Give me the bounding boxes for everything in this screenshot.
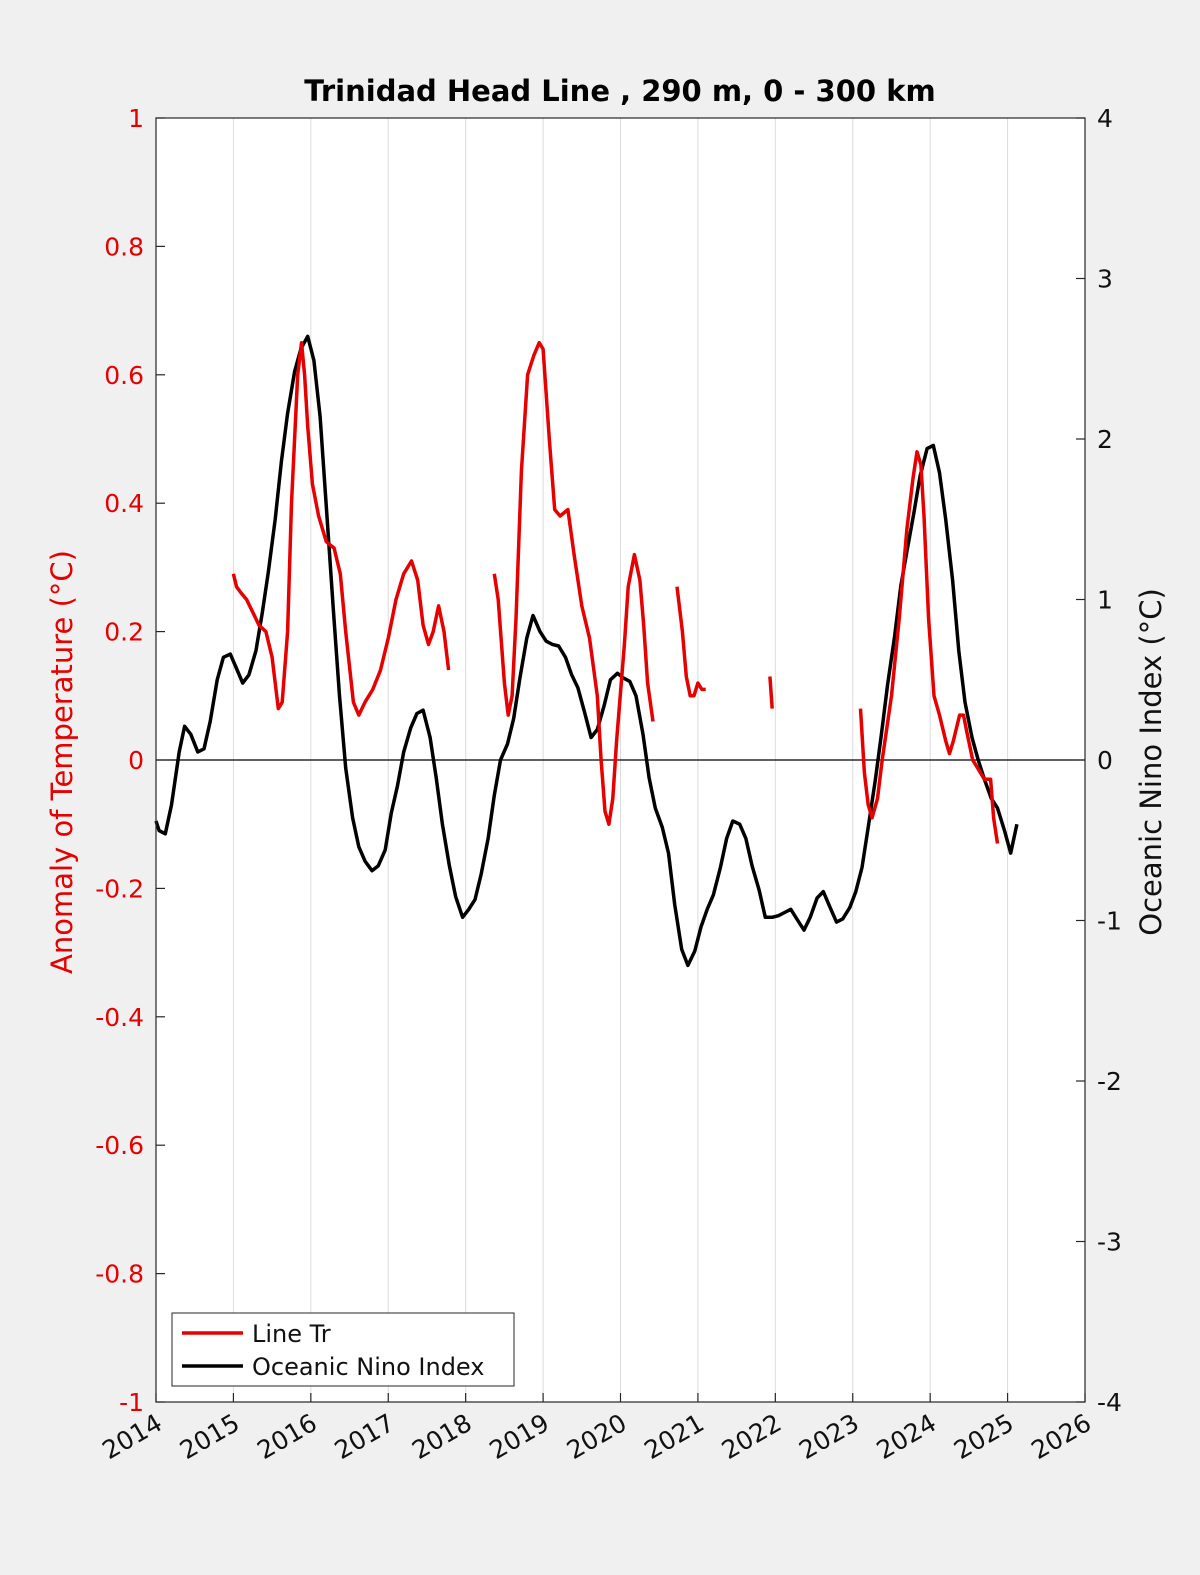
series-oni-segment (154, 334, 1019, 968)
y-right-tick-label: -2 (1097, 1067, 1122, 1096)
y-right-tick-label: -4 (1097, 1388, 1122, 1417)
series-line-tr-segment (858, 450, 1000, 844)
y-left-tick-label: 0 (128, 746, 144, 775)
series-line-tr-segment (768, 676, 774, 709)
legend-box (171, 1312, 515, 1387)
y-right-tick-label: 1 (1097, 586, 1113, 615)
x-tick-label: 2024 (872, 1408, 942, 1465)
x-tick-label: 2026 (1026, 1408, 1096, 1465)
y-right-tick-label: 3 (1097, 265, 1113, 294)
x-tick-label: 2018 (407, 1408, 477, 1465)
y-axis-right-label: Oceanic Nino Index (°C) (1134, 588, 1168, 936)
series-line-tr-segment (492, 340, 655, 826)
series-line-tr-segment (675, 586, 706, 698)
chart-title: Trinidad Head Line , 290 m, 0 - 300 km (304, 74, 935, 108)
legend-label-line-tr: Line Tr (252, 1320, 331, 1348)
y-left-tick-label: 0.4 (104, 489, 144, 518)
x-tick-label: 2016 (252, 1408, 322, 1465)
y-left-tick-label: 1 (128, 104, 144, 133)
y-right-tick-label: 2 (1097, 425, 1113, 454)
y-left-tick-label: 0.2 (104, 618, 144, 647)
y-left-tick-label: -0.6 (95, 1131, 144, 1160)
x-tick-label: 2017 (330, 1408, 400, 1465)
legend: Line Tr Oceanic Nino Index (171, 1312, 515, 1387)
x-tick-label: 2015 (175, 1408, 245, 1465)
y-left-tick-label: -0.8 (95, 1260, 144, 1289)
y-left-tick-label: 0.6 (104, 361, 144, 390)
y-right-tick-label: 0 (1097, 746, 1113, 775)
series-line-tr-segment (231, 340, 451, 717)
y-right-tick-label: 4 (1097, 104, 1113, 133)
y-left-tick-label: -0.2 (95, 874, 144, 903)
y-axis-left-label: Anomaly of Temperature (°C) (45, 550, 79, 974)
y-right-tick-label: -3 (1097, 1228, 1122, 1257)
x-tick-label: 2023 (794, 1408, 864, 1465)
x-tick-label: 2025 (949, 1408, 1019, 1465)
legend-label-oni: Oceanic Nino Index (252, 1353, 484, 1381)
y-left-tick-label: -1 (119, 1388, 144, 1417)
y-left-tick-label: -0.4 (95, 1003, 144, 1032)
y-left-tick-label: 0.8 (104, 232, 144, 261)
x-tick-label: 2022 (717, 1408, 787, 1465)
x-tick-label: 2019 (484, 1408, 554, 1465)
x-tick-label: 2020 (562, 1408, 632, 1465)
x-tick-label: 2021 (639, 1408, 709, 1465)
y-right-tick-label: -1 (1097, 907, 1122, 936)
series-layer (154, 334, 1019, 968)
